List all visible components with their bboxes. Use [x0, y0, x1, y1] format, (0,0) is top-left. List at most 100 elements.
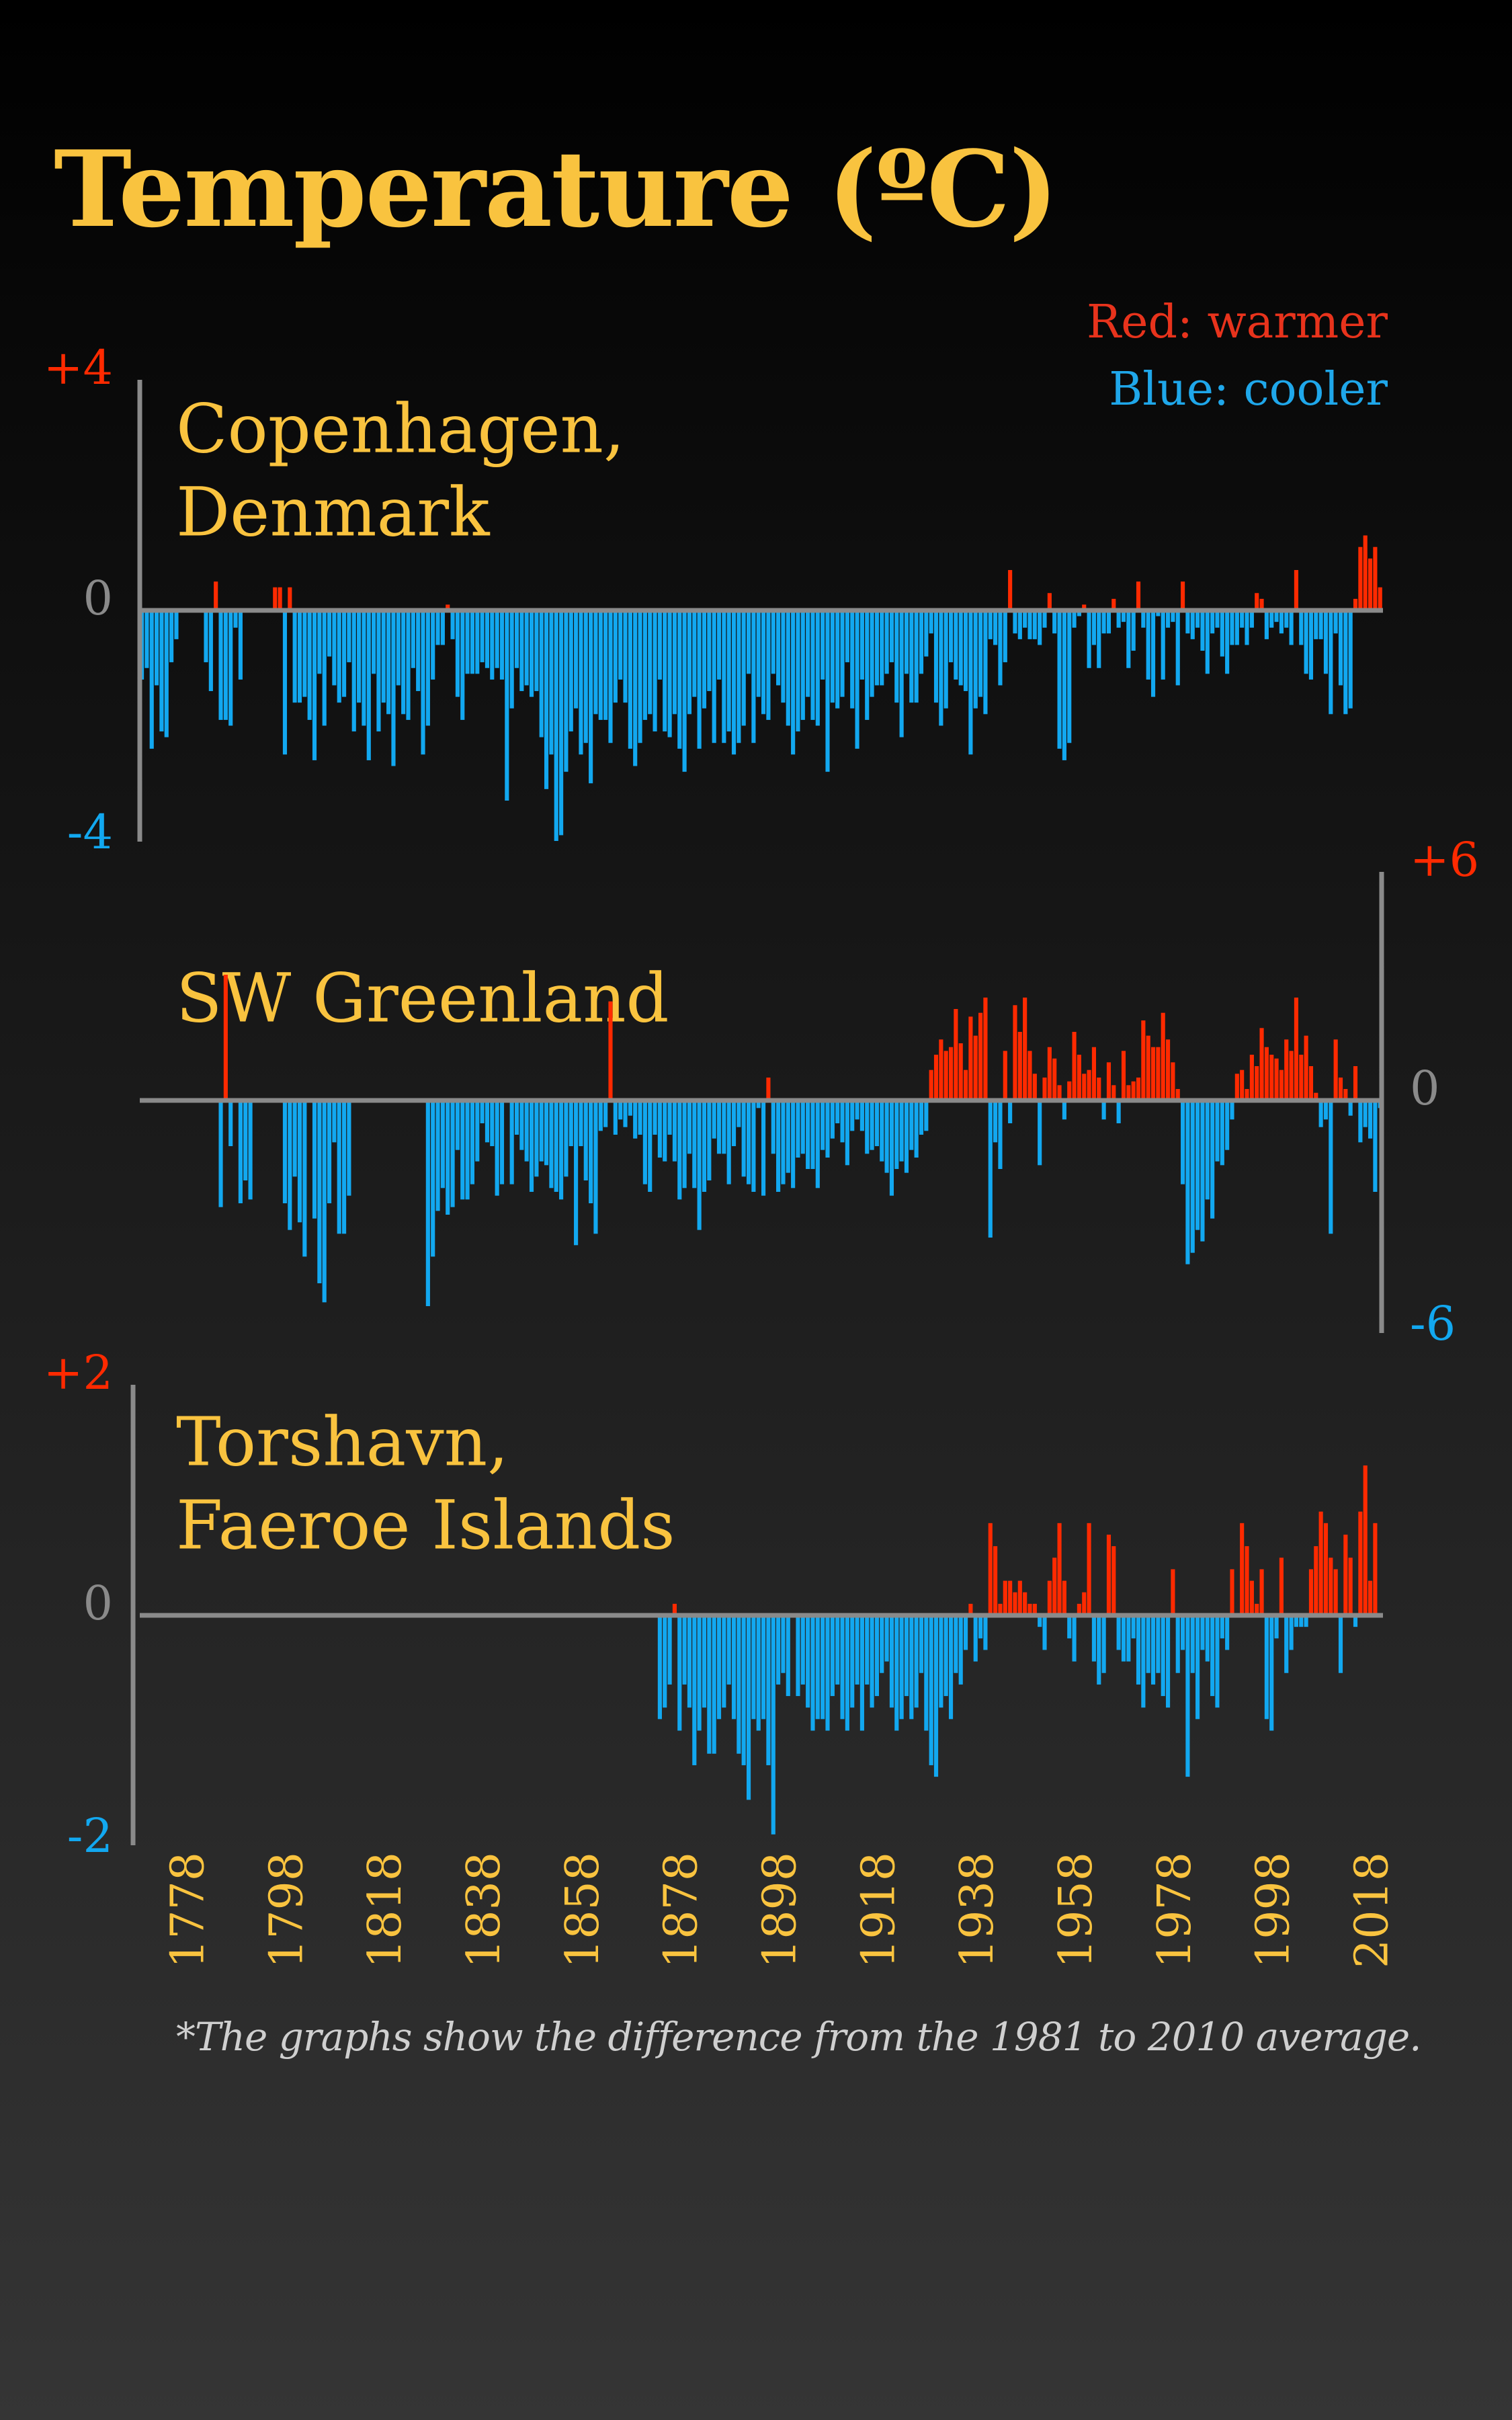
data-bar	[1047, 1047, 1052, 1100]
data-bar	[1215, 1100, 1220, 1162]
data-bar	[1126, 1615, 1131, 1662]
data-bar	[598, 1100, 603, 1131]
data-bar	[884, 1615, 889, 1662]
data-bar	[1274, 1615, 1279, 1639]
data-bar	[1329, 610, 1333, 715]
data-bar	[524, 1100, 529, 1162]
data-bar	[850, 1615, 855, 1708]
data-bar	[806, 1615, 810, 1708]
data-bar	[746, 610, 751, 674]
data-bar	[667, 610, 672, 737]
data-bar	[697, 610, 702, 749]
data-bar	[943, 1615, 948, 1697]
data-bar	[796, 1100, 800, 1158]
data-bar	[1245, 610, 1249, 645]
data-bar	[1323, 610, 1329, 674]
data-bar	[623, 610, 628, 703]
data-bar	[1249, 1055, 1254, 1100]
data-bar	[830, 1615, 835, 1697]
data-bar	[1072, 1032, 1077, 1100]
data-bar	[1111, 1546, 1116, 1615]
data-bar	[1318, 610, 1323, 639]
data-bar	[1230, 1569, 1234, 1615]
data-bar	[1136, 581, 1141, 611]
data-bar	[737, 1100, 741, 1127]
data-bar	[366, 610, 371, 760]
data-bar	[1220, 1100, 1224, 1166]
data-bar	[1077, 610, 1081, 616]
data-bar	[1284, 1039, 1289, 1100]
data-bar	[800, 1100, 805, 1154]
data-bar	[1017, 610, 1022, 639]
data-bar	[1279, 610, 1284, 634]
data-bar	[425, 610, 430, 726]
data-bar	[534, 610, 539, 692]
footnote: *The graphs show the difference from the…	[176, 2014, 1422, 2060]
data-bar	[1353, 1615, 1358, 1627]
data-bar	[776, 610, 781, 686]
data-bar	[1091, 1615, 1097, 1662]
data-bar	[341, 610, 347, 697]
data-bar	[771, 1615, 775, 1834]
data-bar	[642, 1100, 647, 1184]
data-bar	[657, 610, 662, 680]
data-bar	[786, 1615, 790, 1697]
x-tick-label: 1978	[1148, 1852, 1202, 1968]
data-bar	[1279, 1558, 1284, 1615]
data-bar	[968, 1016, 973, 1100]
data-bar	[1185, 1100, 1190, 1264]
data-bar	[746, 1615, 751, 1800]
data-bar	[1057, 610, 1062, 749]
data-bar	[712, 1615, 716, 1754]
data-bar	[243, 1100, 248, 1180]
data-bar	[1101, 1100, 1106, 1120]
data-bar	[440, 1100, 445, 1188]
y-tick-min: -4	[67, 805, 113, 860]
data-bar	[1373, 1523, 1378, 1615]
data-bar	[697, 1100, 702, 1230]
data-bar	[642, 610, 647, 720]
data-bar	[1097, 610, 1101, 668]
data-bar	[776, 1100, 781, 1192]
data-bar	[1259, 1569, 1264, 1615]
data-bar	[692, 1615, 697, 1765]
data-bar	[169, 610, 174, 663]
data-bar	[327, 610, 332, 657]
data-bar	[1308, 1569, 1314, 1615]
data-bar	[1240, 1523, 1245, 1615]
data-bar	[840, 1615, 845, 1720]
data-bar	[633, 610, 638, 766]
data-bar	[1042, 1615, 1047, 1650]
data-bar	[1023, 610, 1027, 628]
data-bar	[737, 1615, 741, 1754]
data-bar	[1161, 1615, 1165, 1697]
data-bar	[973, 610, 978, 709]
data-bar	[1363, 535, 1368, 610]
data-bar	[233, 610, 238, 628]
data-bar	[737, 610, 741, 743]
data-bar	[1013, 610, 1017, 634]
data-bar	[579, 610, 583, 755]
data-bar	[519, 1100, 524, 1150]
data-bar	[1200, 1615, 1205, 1650]
data-bar	[539, 610, 544, 737]
data-bar	[697, 1615, 702, 1731]
data-bar	[687, 610, 692, 715]
data-bar	[1121, 1615, 1126, 1662]
data-bar	[1210, 1100, 1215, 1219]
data-bar	[1195, 1100, 1200, 1230]
data-bar	[692, 610, 697, 697]
data-bar	[490, 1100, 495, 1146]
data-bar	[983, 998, 988, 1100]
data-bar	[726, 1100, 731, 1184]
data-bar	[391, 610, 396, 766]
data-bar	[475, 610, 480, 674]
data-bar	[1150, 1047, 1156, 1100]
data-bar	[204, 610, 208, 663]
data-bar	[519, 610, 524, 692]
data-bar	[421, 610, 425, 755]
data-bar	[470, 1100, 475, 1184]
data-bar	[716, 1615, 722, 1720]
data-bar	[825, 610, 830, 772]
